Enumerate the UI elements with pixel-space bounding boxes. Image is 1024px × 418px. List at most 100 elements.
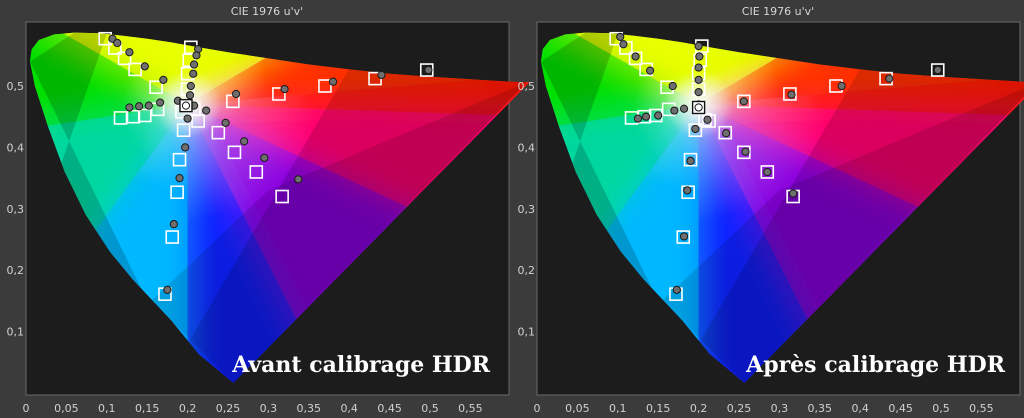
target-square-marker — [172, 152, 187, 167]
target-square-marker — [718, 125, 733, 140]
measured-point-marker — [221, 118, 230, 127]
measured-point-marker — [739, 97, 748, 106]
target-square-marker — [191, 114, 205, 128]
measured-point-marker — [144, 101, 153, 110]
x-tick-label: 0 — [23, 402, 30, 415]
target-square-marker — [165, 230, 180, 244]
target-square-marker — [149, 80, 163, 95]
x-tick-label: 0,5 — [421, 402, 439, 415]
y-tick-label: 0,1 — [7, 326, 25, 339]
x-tick-label: 0,15 — [135, 402, 160, 415]
target-square-marker — [128, 62, 142, 77]
x-tick-label: 0,55 — [458, 402, 483, 415]
x-tick-label: 0,15 — [646, 402, 671, 415]
measured-point-marker — [140, 62, 149, 71]
measured-point-marker — [135, 102, 144, 111]
x-tick-label: 0 — [534, 402, 541, 415]
y-tick-label: 0,2 — [518, 264, 536, 277]
measured-point-marker — [670, 106, 679, 115]
x-tick-label: 0,4 — [340, 402, 358, 415]
x-tick-label: 0,3 — [260, 402, 278, 415]
y-tick-label: 0,1 — [518, 326, 536, 339]
measured-point-marker — [683, 186, 692, 195]
measurement-markers-after — [609, 31, 945, 301]
measured-point-marker — [125, 103, 134, 112]
target-square-marker — [702, 114, 716, 128]
measured-point-marker — [686, 156, 695, 166]
target-square-marker — [683, 152, 698, 167]
y-axis-ticks-after: 0,1 0,2 0,3 0,4 0,5 — [518, 80, 536, 339]
target-square-marker — [272, 87, 286, 101]
measured-point-marker — [231, 89, 241, 99]
measured-point-marker — [787, 90, 796, 99]
measured-point-marker — [633, 114, 643, 123]
measured-point-marker — [113, 38, 122, 48]
measured-point-marker — [668, 81, 677, 91]
y-axis-ticks-before: 0,1 0,2 0,3 0,4 0,5 — [7, 80, 25, 339]
target-square-marker — [182, 53, 197, 68]
measured-point-marker — [294, 175, 303, 184]
y-tick-label: 0,4 — [518, 141, 536, 154]
measured-point-marker — [691, 124, 700, 134]
measured-point-marker — [694, 41, 703, 51]
measured-point-marker — [741, 147, 750, 156]
x-tick-label: 0,1 — [609, 402, 627, 415]
target-square-marker — [783, 87, 797, 101]
target-square-marker — [170, 185, 184, 200]
x-tick-label: 0,05 — [54, 402, 79, 415]
measured-point-marker — [679, 232, 689, 241]
chart-caption-before: Avant calibrage HDR — [231, 352, 491, 378]
measured-point-marker — [202, 106, 211, 115]
measured-point-marker — [695, 52, 704, 61]
x-tick-label: 0,25 — [727, 402, 752, 415]
x-tick-label: 0,25 — [216, 402, 241, 415]
measured-point-marker — [641, 112, 651, 121]
target-square-marker — [211, 125, 226, 140]
x-axis-ticks-after: 0 0,05 0,1 0,15 0,2 0,25 0,3 0,35 0,4 0,45 0,5 0,55 — [534, 402, 994, 415]
measured-point-marker — [933, 65, 942, 75]
measured-point-marker — [169, 220, 178, 229]
x-axis-ticks-before: 0 0,05 0,1 0,15 0,2 0,25 0,3 0,35 0,4 0,45 0,5 0,55 — [23, 402, 483, 415]
measured-point-marker — [192, 51, 201, 60]
y-tick-label: 0,3 — [518, 203, 536, 216]
chart-title-before: CIE 1976 u'v' — [231, 5, 303, 18]
target-square-marker — [688, 123, 703, 138]
measured-point-marker — [721, 129, 731, 138]
measured-point-marker — [616, 32, 625, 41]
white-point-marker — [179, 98, 193, 113]
measured-point-marker — [679, 104, 689, 113]
target-square-marker — [117, 51, 132, 66]
measured-point-marker — [185, 91, 195, 100]
x-tick-label: 0,45 — [377, 402, 402, 415]
measured-point-marker — [156, 98, 165, 107]
y-tick-label: 0,5 — [518, 80, 536, 93]
y-tick-label: 0,4 — [7, 141, 25, 154]
measured-point-marker — [646, 66, 655, 75]
x-tick-label: 0,05 — [565, 402, 590, 415]
measured-point-marker — [424, 65, 433, 75]
target-square-marker — [113, 111, 128, 125]
x-tick-label: 0,35 — [808, 402, 833, 415]
measured-point-marker — [260, 153, 269, 162]
measured-point-marker — [694, 88, 703, 97]
target-square-marker — [227, 145, 242, 160]
measured-point-marker — [163, 285, 172, 294]
measured-point-marker — [189, 60, 199, 69]
measurement-markers-before — [98, 31, 434, 301]
target-square-marker — [681, 185, 695, 200]
white-point-marker — [691, 100, 706, 115]
measured-point-marker — [789, 189, 798, 198]
measured-point-marker — [175, 174, 184, 183]
target-square-marker — [930, 63, 945, 77]
measured-point-marker — [703, 115, 712, 124]
measured-point-marker — [125, 48, 134, 57]
target-square-marker — [737, 145, 751, 160]
measured-point-marker — [837, 81, 846, 91]
target-square-marker — [318, 79, 332, 93]
measured-point-marker — [240, 137, 249, 146]
x-tick-label: 0,3 — [771, 402, 789, 415]
target-square-marker — [628, 51, 643, 66]
measured-point-marker — [186, 81, 195, 91]
measured-point-marker — [694, 63, 703, 72]
